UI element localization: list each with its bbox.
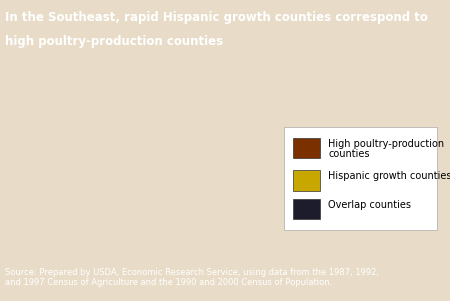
Bar xyxy=(292,199,320,219)
Text: High poultry-production: High poultry-production xyxy=(328,139,445,149)
Text: In the Southeast, rapid Hispanic growth counties correspond to: In the Southeast, rapid Hispanic growth … xyxy=(5,11,428,24)
Text: Source: Prepared by USDA, Economic Research Service, using data from the 1987, 1: Source: Prepared by USDA, Economic Resea… xyxy=(5,268,379,287)
Text: Hispanic growth counties: Hispanic growth counties xyxy=(328,172,450,182)
Text: counties: counties xyxy=(328,149,370,159)
Bar xyxy=(284,127,436,230)
Text: high poultry-production counties: high poultry-production counties xyxy=(5,35,224,48)
Bar xyxy=(292,170,320,191)
Text: Overlap counties: Overlap counties xyxy=(328,200,411,210)
Bar xyxy=(292,138,320,158)
